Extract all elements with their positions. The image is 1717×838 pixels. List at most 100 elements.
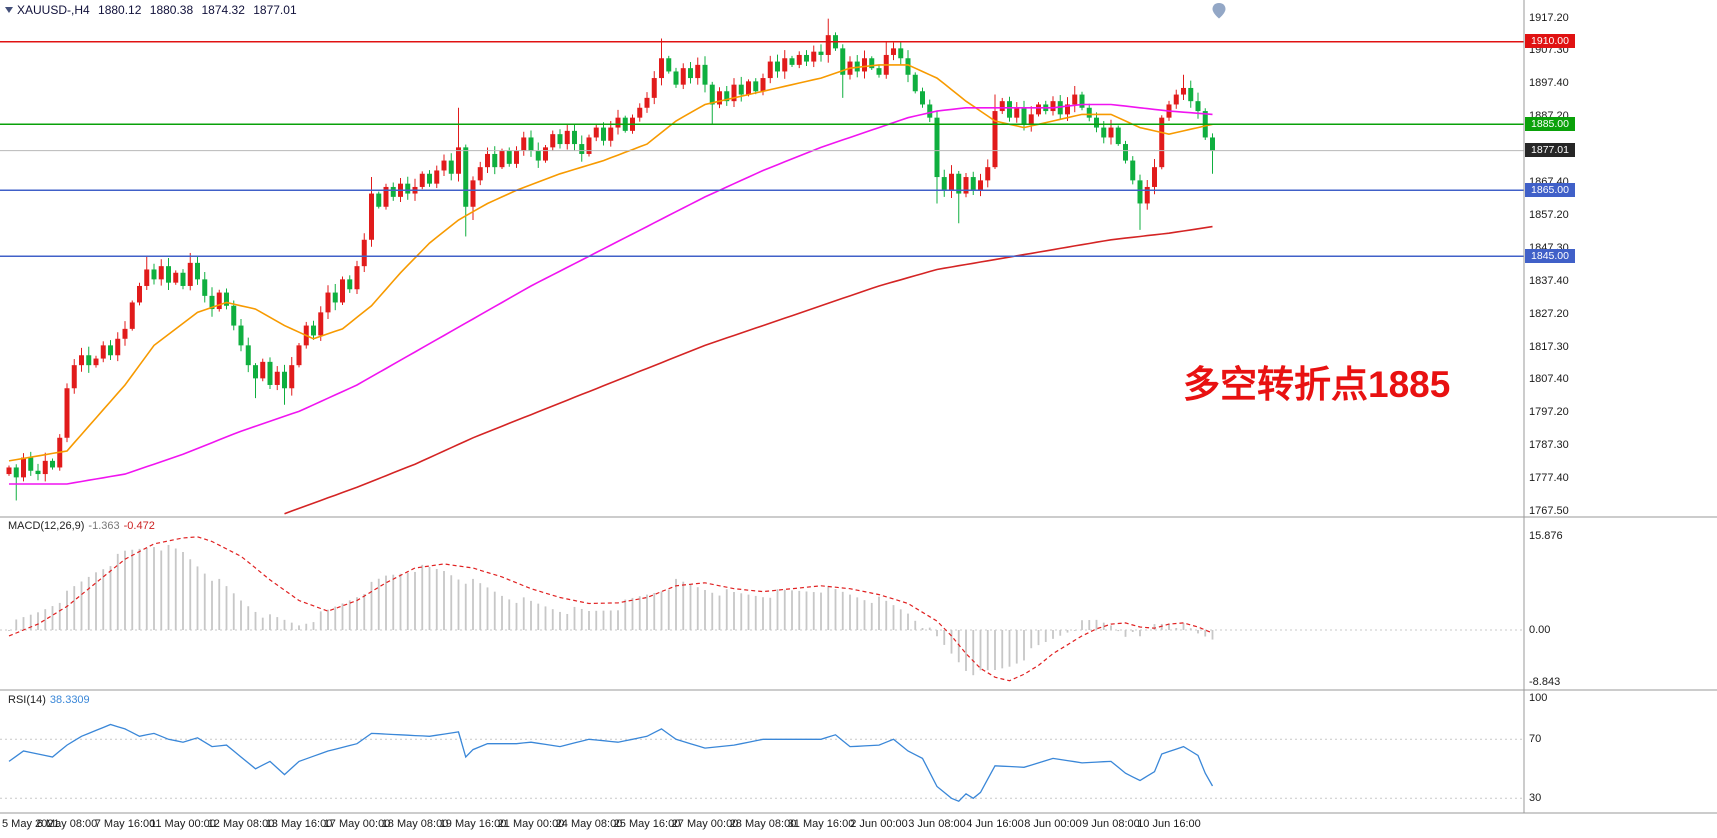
macd-indicator-label: MACD(12,26,9) -1.363 -0.472 [8,520,155,532]
candle-body [1130,160,1136,181]
time-axis-label: 21 May 00:00 [497,818,565,830]
candle-body [528,137,534,151]
candle-body [492,153,498,168]
candle-body [608,127,614,141]
candle-body [1108,127,1114,138]
candle-body [441,160,447,171]
rsi-axis-label: 30 [1529,791,1542,804]
candle-body [963,177,969,194]
candle-body [470,180,476,207]
ma-slow-line [284,225,1213,515]
candle-body [1065,104,1070,115]
chart-shift-marker-icon[interactable] [1212,3,1226,19]
time-axis-label: 19 May 16:00 [439,818,507,830]
candle-body [1101,127,1107,138]
candle-body [347,279,353,290]
candle-body [825,35,831,55]
macd-histogram [8,544,1214,676]
candle-body [274,371,280,385]
candle-body [296,345,302,366]
macd-axis-label: 15.876 [1529,529,1563,542]
symbol-dropdown-icon[interactable] [5,7,13,13]
candle-body [332,292,338,303]
time-axis-label: 11 May 00:00 [150,818,216,830]
candle-body [811,51,817,62]
time-axis-label: 9 Jun 08:00 [1082,818,1140,830]
candle-body [593,127,599,138]
candle-body [862,58,867,72]
candle-body [956,173,962,194]
price-label-1910[interactable]: 1910.00 [1525,34,1575,49]
candle-body [448,160,454,174]
candle-body [485,153,490,168]
candle-body [999,101,1005,112]
candle-body [434,170,440,184]
price-axis-label: 1917.20 [1529,11,1569,24]
candle-body [1123,144,1128,161]
candle-body [934,117,940,178]
price-axis-label: 1807.40 [1529,373,1569,386]
candle-body [709,84,715,105]
candle-body [477,167,483,181]
candle-body [521,137,527,151]
time-axis-label: 31 May 16:00 [787,818,855,830]
time-axis-label: 24 May 08:00 [555,818,623,830]
candle-body [108,345,113,356]
candle-body [1014,107,1020,118]
candle-body [514,150,519,164]
candle-body [1115,127,1121,145]
candle-body [1188,87,1194,102]
time-axis-label: 4 Jun 16:00 [966,818,1024,830]
candle-body [1159,117,1165,168]
candle-body [340,279,345,303]
candle-body [115,338,121,356]
candle-body [746,81,751,95]
candle-body [941,177,947,191]
candle-body [267,361,273,385]
candle-body [1079,94,1085,108]
candle-body [158,266,164,280]
candle-body [173,272,179,283]
price-axis-label: 1767.50 [1529,505,1569,517]
candle-body [1050,101,1056,112]
candle-body [151,269,157,280]
price-label-1845[interactable]: 1845.00 [1525,248,1575,263]
candle-body [673,71,679,85]
ohlc-close: 1877.01 [253,3,297,17]
candle-body [644,97,650,108]
ohlc-high: 1880.38 [149,3,194,17]
price-axis-label: 1857.20 [1529,208,1569,221]
price-label-1885[interactable]: 1885.00 [1525,116,1575,131]
candle-body [680,68,686,85]
price-label-1865[interactable]: 1865.00 [1525,182,1575,197]
candle-body [1028,114,1034,125]
candle-body [1072,94,1078,105]
candle-body [992,111,998,168]
candle-body [390,186,396,197]
ohlc-open: 1880.12 [98,3,142,17]
candle-body [1057,101,1063,115]
price-axis-label: 1777.40 [1529,472,1569,485]
candle-body [912,74,918,92]
candle-body [456,147,461,174]
symbol-period-label: XAUUSD-,H4 [17,3,90,17]
candle-body [427,173,432,184]
macd-main-value: -1.363 [88,520,120,532]
candle-body [195,262,200,280]
candle-body [905,58,911,75]
macd-signal-line [8,536,1213,682]
candle-body [28,457,34,471]
candle-body [238,325,244,346]
ohlc-low: 1874.32 [201,3,245,17]
candle-body [767,61,773,79]
candle-body [216,292,222,310]
candle-body [93,358,99,366]
rsi-axis-label: 70 [1529,732,1542,745]
candle-body [876,68,882,75]
candle-body [376,193,382,207]
candle-body [21,457,26,478]
candle-body [6,467,12,475]
annotation-text[interactable]: 多空转折点1885 [1183,364,1451,405]
candle-body [695,64,701,79]
